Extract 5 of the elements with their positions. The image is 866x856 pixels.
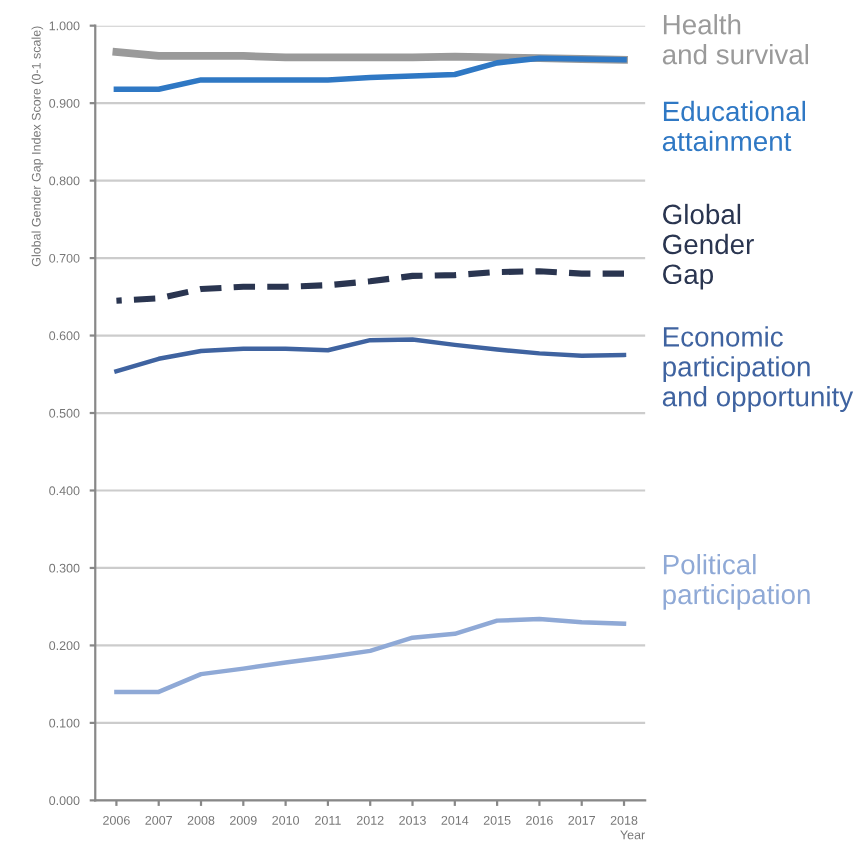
text: Educational attainment [662,100,805,152]
series-label: Global Gender Gap [663,203,754,290]
series-label: Economic participation and opportunity [662,326,854,412]
series-label: Health and survival [662,14,809,65]
series-label: Political participation [663,554,810,610]
